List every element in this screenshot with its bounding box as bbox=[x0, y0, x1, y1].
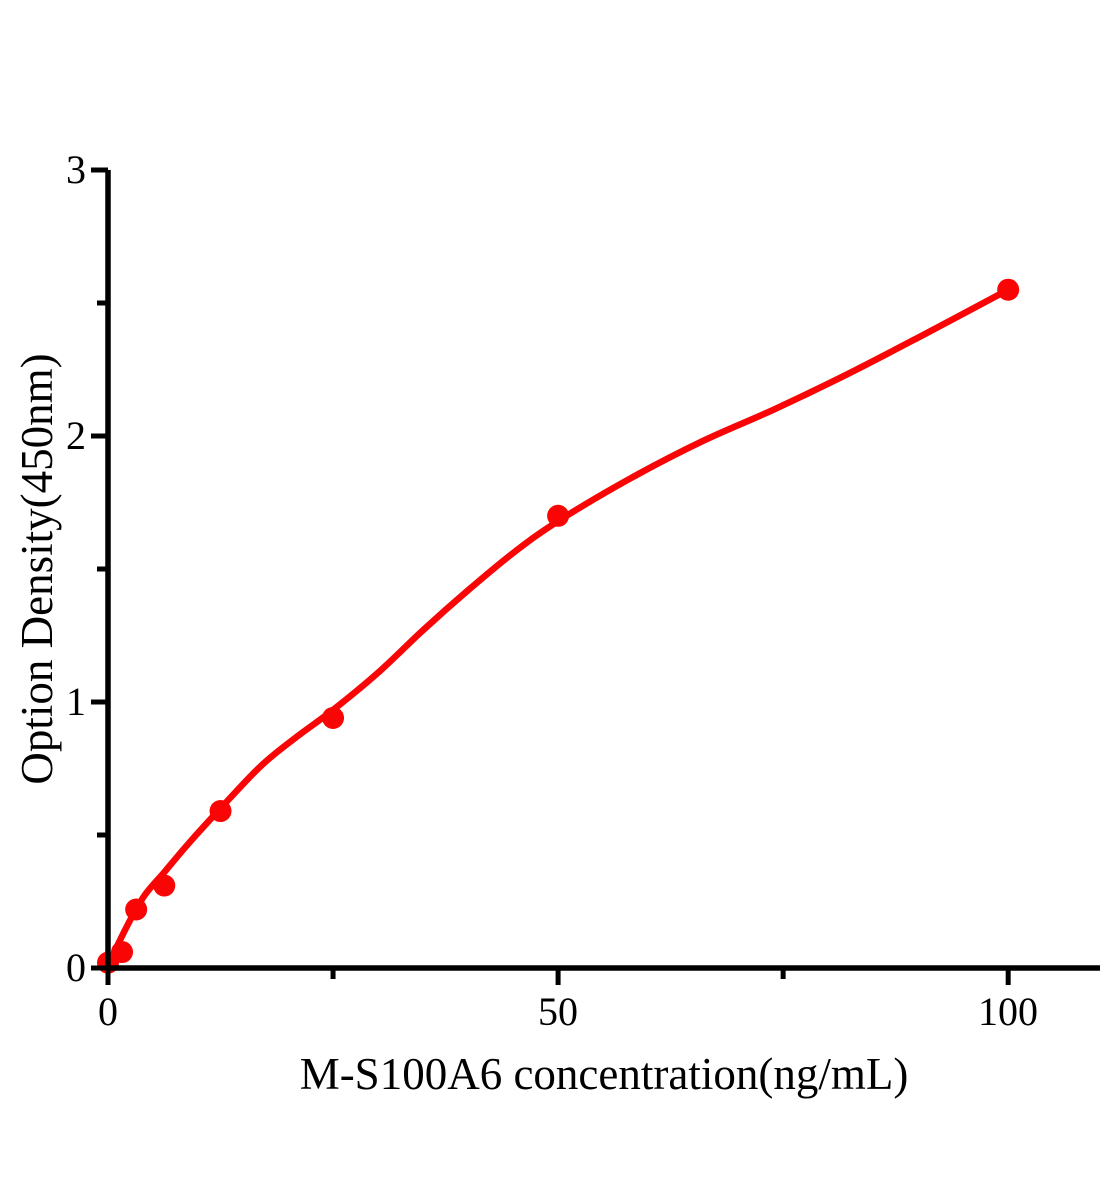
fit-curve bbox=[104, 286, 1012, 969]
data-point-marker bbox=[153, 874, 176, 897]
x-axis-title: M-S100A6 concentration(ng/mL) bbox=[299, 1049, 909, 1099]
data-point-marker bbox=[125, 898, 148, 921]
y-tick-label-0: 0 bbox=[66, 945, 86, 990]
y-tick-label-2: 2 bbox=[66, 413, 86, 458]
x-tick-label-50: 50 bbox=[538, 989, 578, 1034]
x-tick-label-100: 100 bbox=[978, 989, 1038, 1034]
data-point-marker bbox=[209, 800, 232, 823]
y-axis-title: Option Density(450nm) bbox=[12, 353, 62, 785]
data-point-marker bbox=[997, 278, 1020, 301]
y-tick-label-1: 1 bbox=[66, 679, 86, 724]
data-point-marker bbox=[111, 941, 134, 964]
y-tick-label-3: 3 bbox=[66, 147, 86, 192]
data-point-marker bbox=[322, 706, 345, 729]
x-tick-label-0: 0 bbox=[98, 989, 118, 1034]
data-point-marker bbox=[547, 504, 570, 527]
